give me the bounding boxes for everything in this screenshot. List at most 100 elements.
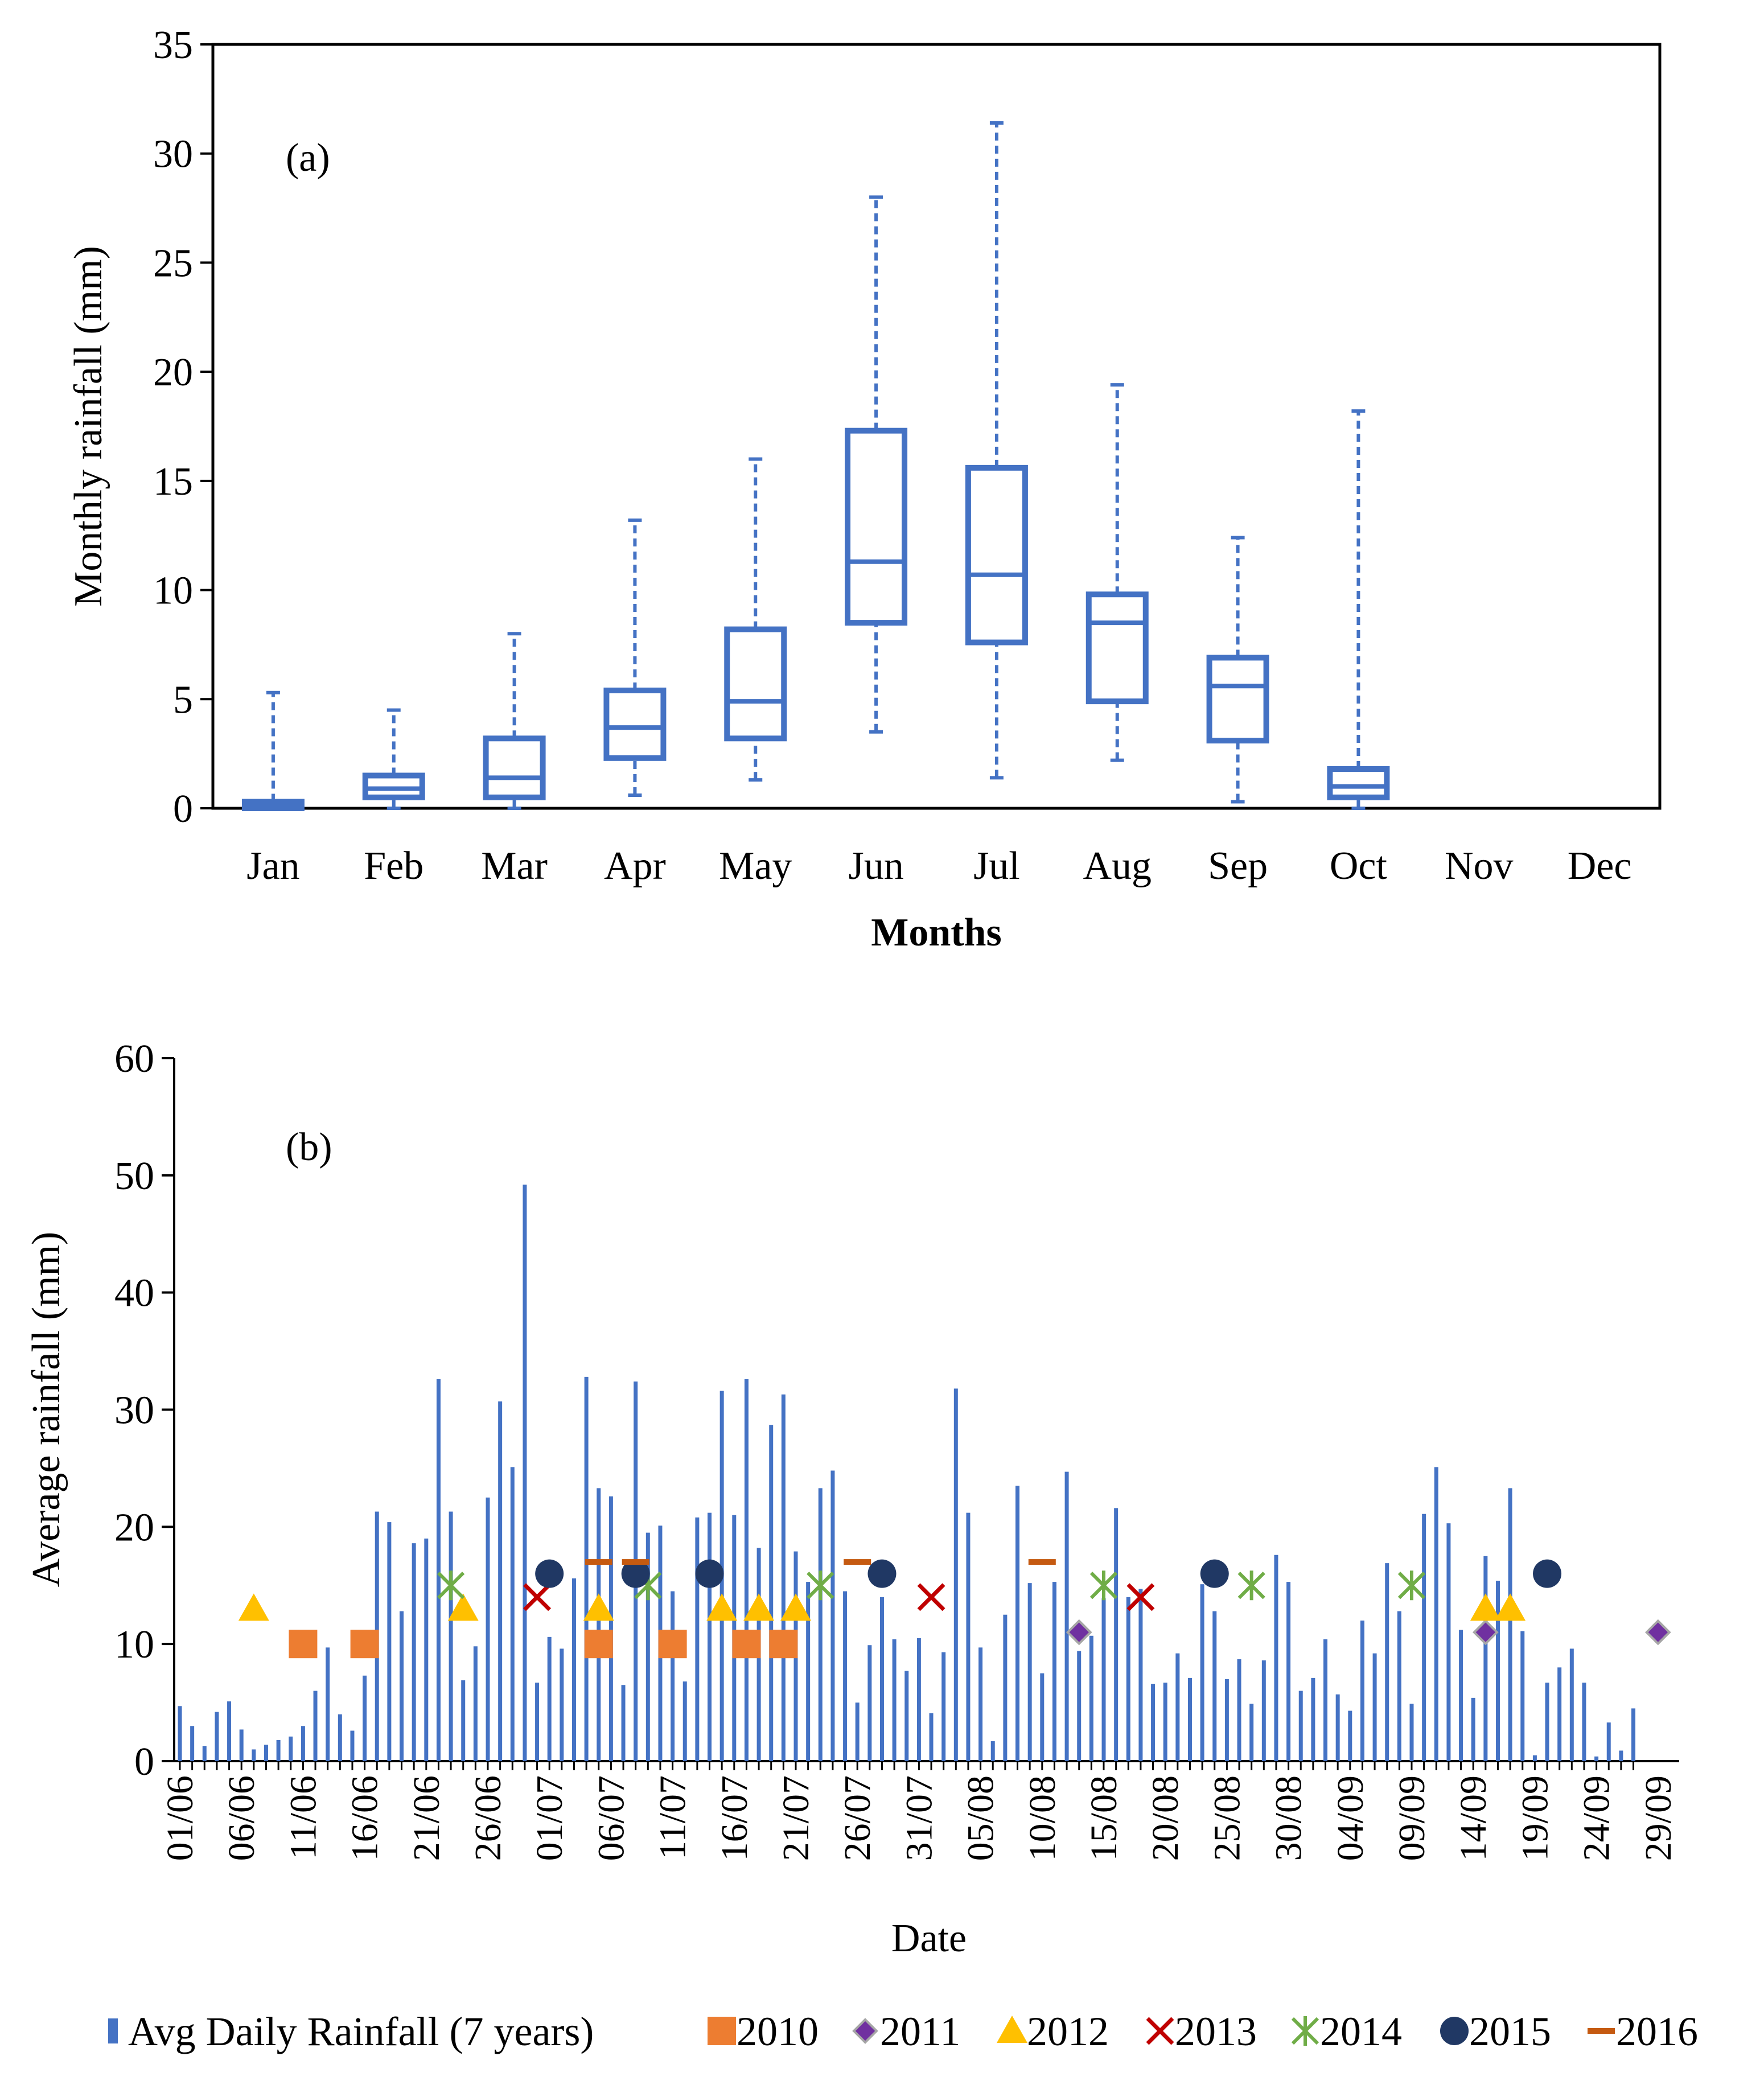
daily-rainfall-bar [1495, 1581, 1500, 1761]
year-2013-marker [523, 1583, 552, 1611]
daily-rainfall-bar [264, 1745, 268, 1761]
year-2010-marker [350, 1630, 379, 1659]
date-tick-label: 11/06 [282, 1775, 324, 1860]
marker-dash [1028, 1559, 1056, 1565]
daily-rainfall-bar [1409, 1704, 1414, 1761]
box-iqr [965, 464, 1028, 645]
daily-rainfall-bar [1422, 1514, 1426, 1761]
daily-rainfall-bar [387, 1522, 392, 1761]
marker-triangle [706, 1593, 738, 1621]
marker-dash [1588, 2028, 1615, 2034]
marker-triangle [1495, 1593, 1526, 1621]
marker-circle [621, 1559, 650, 1588]
daily-rainfall-bar [227, 1701, 232, 1761]
year-2015-marker [867, 1559, 897, 1588]
legend-marker-2012 [997, 2016, 1027, 2043]
daily-rainfall-bar [843, 1591, 848, 1761]
legend-label-2016: 2016 [1616, 2009, 1698, 2054]
daily-rainfall-bar [1200, 1584, 1204, 1761]
month-tick-label: May [719, 844, 792, 888]
marker-triangle [583, 1593, 614, 1621]
daily-rainfall-bar [855, 1703, 860, 1761]
box-iqr [483, 735, 546, 800]
month-tick-label: Jun [848, 844, 903, 888]
daily-rainfall-bar [1126, 1597, 1130, 1761]
y-tick-label: 20 [114, 1506, 154, 1549]
box-iqr [603, 687, 667, 761]
daily-rainfall-bar [1151, 1684, 1156, 1761]
legend-label-avg-daily: Avg Daily Rainfall (7 years) [128, 2009, 594, 2054]
marker-triangle [238, 1593, 269, 1621]
y-tick-label: 20 [153, 351, 193, 394]
daily-rainfall-bar [1323, 1639, 1328, 1761]
y-tick-label: 10 [114, 1623, 154, 1667]
daily-rainfall-bar [1064, 1471, 1069, 1761]
year-2016-marker [1028, 1559, 1056, 1565]
marker-square [769, 1630, 798, 1659]
daily-rainfall-bar [682, 1681, 687, 1761]
date-tick-label: 24/09 [1576, 1775, 1618, 1861]
panel-a-plot-frame [211, 43, 1662, 810]
date-tick-label: 06/07 [590, 1775, 632, 1861]
daily-rainfall-bar [1089, 1635, 1093, 1761]
daily-rainfall-bar [1582, 1683, 1586, 1761]
legend-label-2015: 2015 [1469, 2009, 1551, 2054]
daily-rainfall-bar [1114, 1508, 1119, 1761]
daily-rainfall-bar [1446, 1523, 1451, 1761]
year-2016-marker [844, 1559, 871, 1565]
daily-rainfall-bar [252, 1749, 256, 1761]
daily-rainfall-bar [301, 1726, 305, 1761]
marker-circle [1200, 1559, 1229, 1588]
marker-square [708, 2017, 736, 2045]
daily-rainfall-bar [1545, 1683, 1549, 1761]
daily-rainfall-bar [1459, 1630, 1463, 1761]
daily-rainfall-bar [560, 1648, 564, 1761]
daily-rainfall-bar [486, 1497, 490, 1761]
date-tick-label: 11/07 [652, 1775, 694, 1860]
month-tick-label: Sep [1208, 844, 1268, 888]
daily-rainfall-bar [1397, 1611, 1401, 1761]
daily-rainfall-bar [461, 1680, 466, 1761]
daily-rainfall-bar [1027, 1583, 1032, 1761]
daily-rainfall-bar [904, 1671, 909, 1761]
daily-rainfall-bar [941, 1652, 946, 1761]
date-tick-label: 29/09 [1638, 1775, 1679, 1861]
marker-square [584, 1630, 613, 1659]
date-tick-label: 30/08 [1268, 1775, 1310, 1861]
year-2012-marker [238, 1593, 269, 1621]
marker-circle [867, 1559, 897, 1588]
year-2015-marker [1533, 1559, 1562, 1588]
daily-rainfall-bar [781, 1394, 786, 1761]
marker-square [289, 1630, 318, 1659]
year-2012-marker [1495, 1593, 1526, 1621]
daily-rainfall-bar [1138, 1589, 1143, 1761]
daily-rainfall-bar [953, 1388, 958, 1761]
year-2014-marker [1397, 1570, 1426, 1601]
y-tick-label: 30 [153, 133, 193, 176]
year-2016-marker [585, 1559, 612, 1565]
box-iqr [724, 626, 787, 742]
marker-circle [1440, 2017, 1469, 2045]
date-tick-label: 04/09 [1330, 1775, 1371, 1861]
daily-rainfall-bar [363, 1675, 367, 1761]
month-tick-label: Dec [1568, 844, 1632, 888]
daily-rainfall-bar [1249, 1704, 1254, 1761]
daily-rainfall-bar [1372, 1653, 1377, 1761]
daily-rainfall-bar [338, 1714, 342, 1761]
daily-rainfall-bar [313, 1691, 318, 1761]
date-tick-label: 10/08 [1022, 1775, 1063, 1861]
daily-rainfall-bar [621, 1685, 626, 1761]
daily-rainfall-bar [1569, 1648, 1574, 1761]
daily-rainfall-bar [1261, 1660, 1266, 1761]
marker-diamond [1473, 1619, 1499, 1646]
date-tick-label: 05/08 [960, 1775, 1002, 1861]
daily-rainfall-bar [929, 1713, 934, 1761]
daily-rainfall-bar [608, 1496, 613, 1761]
date-tick-label: 15/08 [1083, 1775, 1125, 1861]
daily-rainfall-bar [597, 1488, 601, 1761]
y-tick-label: 25 [153, 241, 193, 285]
marker-x-stroke [1146, 2017, 1174, 2045]
box-iqr [1327, 766, 1390, 800]
daily-rainfall-bar [436, 1379, 441, 1761]
legend-bar-swatch [108, 2018, 118, 2043]
